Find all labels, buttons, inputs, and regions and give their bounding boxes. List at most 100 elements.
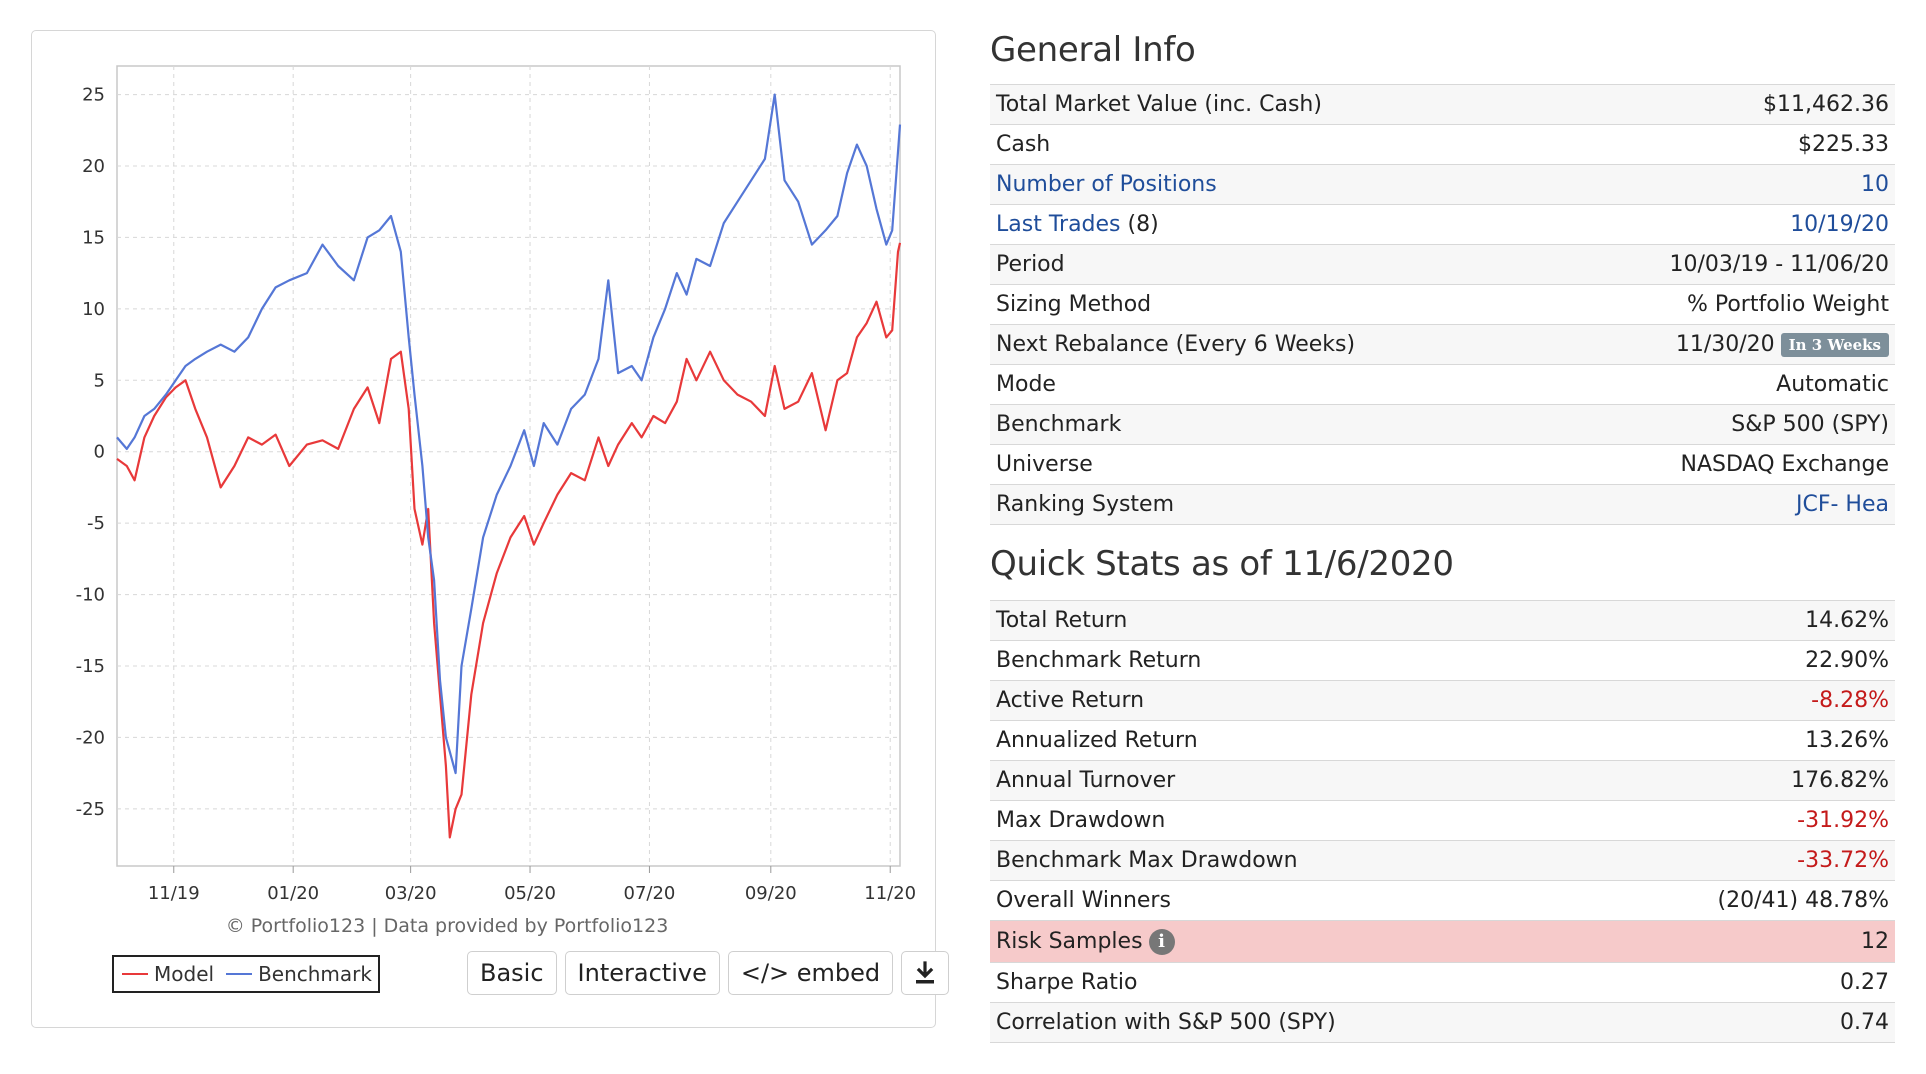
download-icon: [916, 961, 935, 984]
table-row: Benchmark S&P 500 (SPY): [990, 404, 1895, 445]
table-row: Period 10/03/19 - 11/06/20: [990, 244, 1895, 285]
positions-count-link[interactable]: 10: [1861, 172, 1889, 197]
embed-button[interactable]: </> embed: [727, 951, 894, 995]
legend-label-benchmark: Benchmark: [258, 962, 372, 986]
table-row: Ranking System JCF- Hea: [990, 484, 1895, 525]
table-row: Sharpe Ratio 0.27: [990, 962, 1895, 1003]
row-value: 11/30/20: [1675, 332, 1775, 357]
row-label: Active Return: [990, 680, 1585, 721]
info-icon[interactable]: i: [1148, 928, 1175, 955]
y-tick-label: -5: [87, 513, 105, 534]
row-label: Next Rebalance (Every 6 Weeks): [990, 324, 1548, 365]
table-row: Number of Positions 10: [990, 164, 1895, 205]
row-label: Cash: [990, 124, 1548, 165]
table-row: Max Drawdown -31.92%: [990, 800, 1895, 841]
table-row: Annualized Return 13.26%: [990, 720, 1895, 761]
table-row: Benchmark Max Drawdown -33.72%: [990, 840, 1895, 881]
general-info-title: General Info: [990, 30, 1196, 70]
x-tick-label: 03/20: [385, 883, 437, 904]
row-value: % Portfolio Weight: [1547, 284, 1895, 325]
performance-chart: 25 20 15 10 5 0 -5 -10 -15 -20 -25 11/19 01/20 03/20 0…: [76, 65, 916, 904]
row-label: Period: [990, 244, 1548, 285]
last-trade-date-link[interactable]: 10/19/20: [1790, 212, 1889, 237]
table-row-highlighted: Risk Samples i 12: [990, 920, 1895, 963]
row-value: 0.27: [1584, 962, 1895, 1003]
row-value: $225.33: [1547, 124, 1895, 165]
x-tick-label: 11/19: [148, 883, 200, 904]
row-value: 176.82%: [1584, 760, 1895, 801]
chart-credit: © Portfolio123 | Data provided by Portfo…: [225, 915, 669, 937]
row-label: Overall Winners: [990, 880, 1585, 921]
last-trades-count: (8): [1120, 212, 1159, 237]
row-value: NASDAQ Exchange: [1547, 444, 1895, 485]
general-info-table: Total Market Value (inc. Cash) $11,462.3…: [990, 84, 1895, 525]
row-value: -31.92%: [1584, 800, 1895, 841]
rebalance-badge: In 3 Weeks: [1780, 333, 1889, 357]
row-value: 14.62%: [1584, 600, 1895, 641]
y-tick-label: -25: [76, 799, 105, 820]
row-value: $11,462.36: [1547, 84, 1895, 125]
interactive-button[interactable]: Interactive: [564, 951, 720, 995]
last-trades-link[interactable]: Last Trades: [996, 212, 1121, 237]
legend-item-benchmark[interactable]: Benchmark: [226, 962, 372, 986]
row-value: 0.74: [1584, 1002, 1895, 1043]
y-tick-label: -10: [76, 585, 105, 606]
row-label: Risk Samples: [996, 928, 1143, 954]
row-label: Mode: [990, 364, 1548, 405]
row-label: Benchmark Max Drawdown: [990, 840, 1585, 881]
y-tick-label: -15: [76, 656, 105, 677]
x-tick-label: 05/20: [504, 883, 556, 904]
legend-item-model[interactable]: Model: [122, 962, 214, 986]
row-label: Annualized Return: [990, 720, 1585, 761]
row-label: Benchmark: [990, 404, 1548, 445]
y-tick-label: -20: [76, 727, 105, 748]
table-row: Annual Turnover 176.82%: [990, 760, 1895, 801]
row-value: 10/03/19 - 11/06/20: [1547, 244, 1895, 285]
row-value: 22.90%: [1584, 640, 1895, 681]
row-label: Benchmark Return: [990, 640, 1585, 681]
table-row: Correlation with S&P 500 (SPY) 0.74: [990, 1002, 1895, 1043]
table-row: Cash $225.33: [990, 124, 1895, 165]
row-value: (20/41) 48.78%: [1584, 880, 1895, 921]
y-tick-label: 0: [94, 442, 105, 463]
number-of-positions-link[interactable]: Number of Positions: [996, 172, 1217, 197]
y-tick-label: 10: [82, 299, 105, 320]
table-row: Total Market Value (inc. Cash) $11,462.3…: [990, 84, 1895, 125]
row-label: Max Drawdown: [990, 800, 1585, 841]
row-label: Annual Turnover: [990, 760, 1585, 801]
y-tick-label: 5: [94, 370, 105, 391]
row-label: Total Market Value (inc. Cash): [990, 84, 1548, 125]
quick-stats-table: Total Return 14.62% Benchmark Return 22.…: [990, 600, 1895, 1043]
series-line-model: [116, 242, 902, 839]
y-tick-label: 20: [82, 156, 105, 177]
x-tick-label: 09/20: [745, 883, 797, 904]
table-row: Benchmark Return 22.90%: [990, 640, 1895, 681]
performance-chart-card: 25 20 15 10 5 0 -5 -10 -15 -20 -25 11/19 01/20 03/20 0…: [31, 30, 950, 1028]
table-row: Next Rebalance (Every 6 Weeks) 11/30/20 I…: [990, 324, 1895, 365]
row-value: 13.26%: [1584, 720, 1895, 761]
chart-button-row: Basic Interactive </> embed: [467, 951, 950, 995]
row-value: S&P 500 (SPY): [1547, 404, 1895, 445]
y-tick-label: 25: [82, 85, 105, 106]
model-swatch: [122, 973, 148, 975]
row-value: -8.28%: [1584, 680, 1895, 721]
row-label: Correlation with S&P 500 (SPY): [990, 1002, 1585, 1043]
table-row: Overall Winners (20/41) 48.78%: [990, 880, 1895, 921]
row-value: 12: [1584, 920, 1895, 963]
row-label: Sizing Method: [990, 284, 1548, 325]
table-row: Mode Automatic: [990, 364, 1895, 405]
row-label: Universe: [990, 444, 1548, 485]
ranking-system-link[interactable]: JCF- Hea: [1796, 492, 1889, 517]
basic-button[interactable]: Basic: [467, 951, 557, 995]
download-button[interactable]: [901, 951, 950, 995]
benchmark-swatch: [226, 973, 253, 975]
row-value: Automatic: [1547, 364, 1895, 405]
x-tick-label: 11/20: [864, 883, 916, 904]
legend-label-model: Model: [154, 962, 215, 986]
y-tick-label: 15: [82, 227, 105, 248]
plot-area: [116, 65, 901, 867]
table-row: Active Return -8.28%: [990, 680, 1895, 721]
table-row: Last Trades (8) 10/19/20: [990, 204, 1895, 245]
table-row: Universe NASDAQ Exchange: [990, 444, 1895, 485]
x-tick-label: 01/20: [267, 883, 319, 904]
